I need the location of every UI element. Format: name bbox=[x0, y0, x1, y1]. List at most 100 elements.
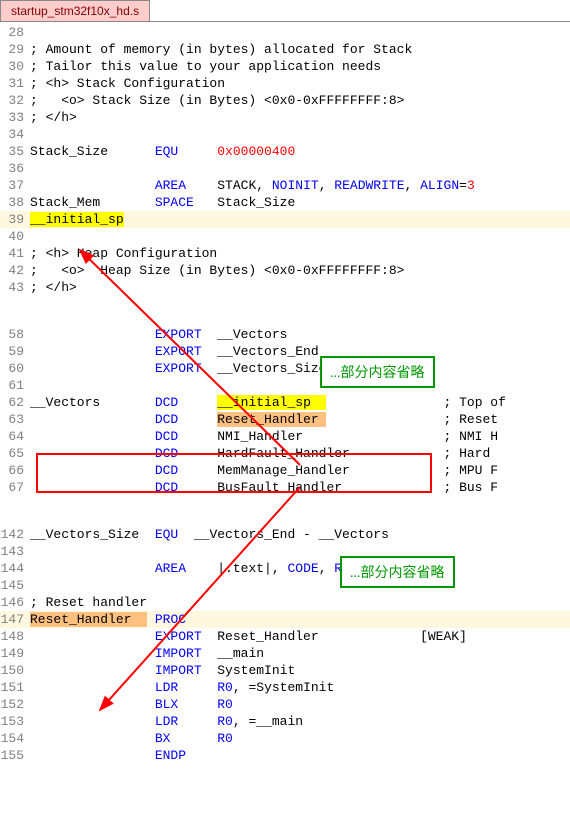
line-number: 59 bbox=[0, 343, 30, 360]
code-line: 153 LDR R0, =__main bbox=[0, 713, 570, 730]
code-gap bbox=[0, 496, 570, 526]
line-number: 30 bbox=[0, 58, 30, 75]
code-line: 34 bbox=[0, 126, 570, 143]
code-content: DCD MemManage_Handler ; MPU F bbox=[30, 462, 570, 479]
code-content: LDR R0, =__main bbox=[30, 713, 570, 730]
code-content: ; Amount of memory (in bytes) allocated … bbox=[30, 41, 570, 58]
code-content: ; <h> Stack Configuration bbox=[30, 75, 570, 92]
code-content: EXPORT __Vectors_Size bbox=[30, 360, 570, 377]
code-line: 152 BLX R0 bbox=[0, 696, 570, 713]
code-content: ; </h> bbox=[30, 279, 570, 296]
code-content bbox=[30, 160, 570, 177]
code-line: 39__initial_sp bbox=[0, 211, 570, 228]
line-number: 37 bbox=[0, 177, 30, 194]
code-line: 58 EXPORT __Vectors bbox=[0, 326, 570, 343]
code-line: 155 ENDP bbox=[0, 747, 570, 764]
code-line: 150 IMPORT SystemInit bbox=[0, 662, 570, 679]
line-number: 40 bbox=[0, 228, 30, 245]
code-content: __initial_sp bbox=[30, 211, 570, 228]
line-number: 151 bbox=[0, 679, 30, 696]
code-line: 33; </h> bbox=[0, 109, 570, 126]
code-line: 145 bbox=[0, 577, 570, 594]
code-content bbox=[30, 577, 570, 594]
code-content: IMPORT __main bbox=[30, 645, 570, 662]
line-number: 42 bbox=[0, 262, 30, 279]
line-number: 149 bbox=[0, 645, 30, 662]
code-content: BX R0 bbox=[30, 730, 570, 747]
line-number: 148 bbox=[0, 628, 30, 645]
code-line: 146; Reset handler bbox=[0, 594, 570, 611]
code-line: 37 AREA STACK, NOINIT, READWRITE, ALIGN=… bbox=[0, 177, 570, 194]
code-line: 65 DCD HardFault_Handler ; Hard bbox=[0, 445, 570, 462]
code-content: Stack_Mem SPACE Stack_Size bbox=[30, 194, 570, 211]
code-content: LDR R0, =SystemInit bbox=[30, 679, 570, 696]
code-line: 59 EXPORT __Vectors_End bbox=[0, 343, 570, 360]
line-number: 66 bbox=[0, 462, 30, 479]
line-number: 154 bbox=[0, 730, 30, 747]
line-number: 63 bbox=[0, 411, 30, 428]
code-content: AREA STACK, NOINIT, READWRITE, ALIGN=3 bbox=[30, 177, 570, 194]
code-line: 63 DCD Reset_Handler ; Reset bbox=[0, 411, 570, 428]
line-number: 153 bbox=[0, 713, 30, 730]
code-line: 148 EXPORT Reset_Handler [WEAK] bbox=[0, 628, 570, 645]
code-content: BLX R0 bbox=[30, 696, 570, 713]
annotation-note: ...部分内容省略 bbox=[320, 356, 435, 388]
code-line: 62__Vectors DCD __initial_sp ; Top of bbox=[0, 394, 570, 411]
code-line: 64 DCD NMI_Handler ; NMI H bbox=[0, 428, 570, 445]
code-content: Stack_Size EQU 0x00000400 bbox=[30, 143, 570, 160]
code-content: __Vectors DCD __initial_sp ; Top of bbox=[30, 394, 570, 411]
code-content: DCD BusFault_Handler ; Bus F bbox=[30, 479, 570, 496]
line-number: 43 bbox=[0, 279, 30, 296]
code-line: 30; Tailor this value to your applicatio… bbox=[0, 58, 570, 75]
line-number: 65 bbox=[0, 445, 30, 462]
line-number: 34 bbox=[0, 126, 30, 143]
code-line: 142__Vectors_Size EQU __Vectors_End - __… bbox=[0, 526, 570, 543]
code-content: IMPORT SystemInit bbox=[30, 662, 570, 679]
code-line: 60 EXPORT __Vectors_Size bbox=[0, 360, 570, 377]
code-content: ; </h> bbox=[30, 109, 570, 126]
line-number: 33 bbox=[0, 109, 30, 126]
code-content: ; Tailor this value to your application … bbox=[30, 58, 570, 75]
code-content bbox=[30, 543, 570, 560]
code-line: 144 AREA |.text|, CODE, READONLY bbox=[0, 560, 570, 577]
code-line: 43; </h> bbox=[0, 279, 570, 296]
code-line: 151 LDR R0, =SystemInit bbox=[0, 679, 570, 696]
code-line: 38Stack_Mem SPACE Stack_Size bbox=[0, 194, 570, 211]
code-content: Reset_Handler PROC bbox=[30, 611, 570, 628]
line-number: 38 bbox=[0, 194, 30, 211]
file-tab[interactable]: startup_stm32f10x_hd.s bbox=[0, 0, 150, 21]
code-line: 36 bbox=[0, 160, 570, 177]
code-line: 32; <o> Stack Size (in Bytes) <0x0-0xFFF… bbox=[0, 92, 570, 109]
line-number: 155 bbox=[0, 747, 30, 764]
code-content: __Vectors_Size EQU __Vectors_End - __Vec… bbox=[30, 526, 570, 543]
code-content: DCD NMI_Handler ; NMI H bbox=[30, 428, 570, 445]
code-content: ; Reset handler bbox=[30, 594, 570, 611]
code-content: DCD Reset_Handler ; Reset bbox=[30, 411, 570, 428]
line-number: 28 bbox=[0, 24, 30, 41]
line-number: 39 bbox=[0, 211, 30, 228]
tab-bar: startup_stm32f10x_hd.s bbox=[0, 0, 570, 22]
line-number: 41 bbox=[0, 245, 30, 262]
line-number: 147 bbox=[0, 611, 30, 628]
code-content: ; <o> Heap Size (in Bytes) <0x0-0xFFFFFF… bbox=[30, 262, 570, 279]
code-line: 147Reset_Handler PROC bbox=[0, 611, 570, 628]
code-content: ; <o> Stack Size (in Bytes) <0x0-0xFFFFF… bbox=[30, 92, 570, 109]
code-content bbox=[30, 377, 570, 394]
line-number: 36 bbox=[0, 160, 30, 177]
line-number: 29 bbox=[0, 41, 30, 58]
line-number: 35 bbox=[0, 143, 30, 160]
code-content: ; <h> Heap Configuration bbox=[30, 245, 570, 262]
code-gap bbox=[0, 296, 570, 326]
code-line: 35Stack_Size EQU 0x00000400 bbox=[0, 143, 570, 160]
code-line: 28 bbox=[0, 24, 570, 41]
code-content: EXPORT Reset_Handler [WEAK] bbox=[30, 628, 570, 645]
line-number: 146 bbox=[0, 594, 30, 611]
code-line: 42; <o> Heap Size (in Bytes) <0x0-0xFFFF… bbox=[0, 262, 570, 279]
line-number: 31 bbox=[0, 75, 30, 92]
code-line: 143 bbox=[0, 543, 570, 560]
line-number: 67 bbox=[0, 479, 30, 496]
line-number: 58 bbox=[0, 326, 30, 343]
code-line: 29; Amount of memory (in bytes) allocate… bbox=[0, 41, 570, 58]
code-line: 67 DCD BusFault_Handler ; Bus F bbox=[0, 479, 570, 496]
line-number: 152 bbox=[0, 696, 30, 713]
